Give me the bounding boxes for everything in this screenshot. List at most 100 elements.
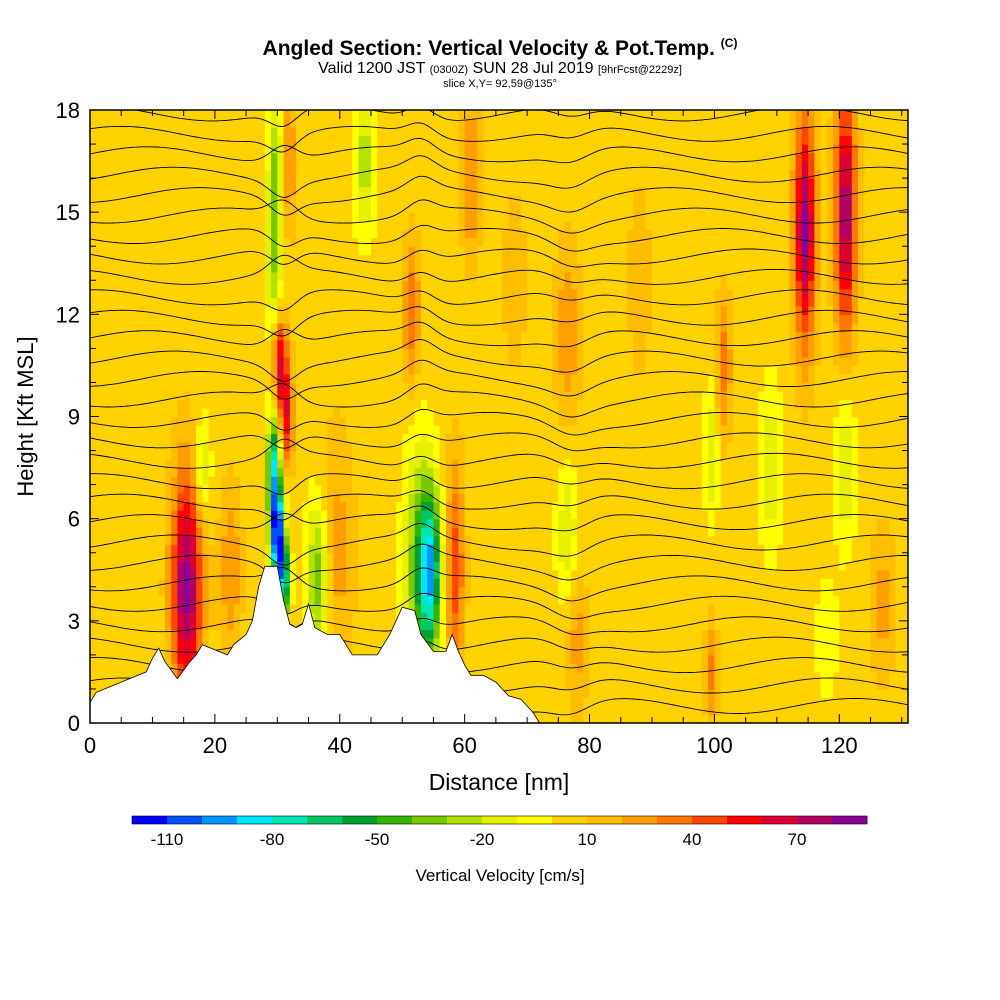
- velocity-cell: [158, 237, 166, 247]
- velocity-cell: [477, 280, 484, 290]
- velocity-cell: [395, 578, 403, 588]
- velocity-cell: [90, 297, 97, 307]
- velocity-cell: [477, 220, 484, 230]
- velocity-cell: [264, 348, 272, 358]
- velocity-cell: [464, 305, 472, 315]
- velocity-cell: [283, 407, 291, 418]
- velocity-cell: [227, 450, 235, 460]
- velocity-cell: [389, 416, 397, 426]
- velocity-cell: [152, 399, 160, 409]
- velocity-cell: [133, 603, 141, 613]
- velocity-cell: [427, 433, 435, 443]
- velocity-cell: [395, 331, 403, 341]
- velocity-cell: [302, 416, 310, 426]
- velocity-cell: [239, 365, 247, 375]
- velocity-cell: [477, 620, 484, 630]
- velocity-cell: [395, 322, 403, 332]
- velocity-cell: [495, 212, 503, 222]
- velocity-cell: [114, 620, 122, 630]
- velocity-cell: [164, 229, 172, 239]
- velocity-cell: [121, 510, 129, 520]
- velocity-cell: [445, 186, 453, 196]
- velocity-cell: [102, 237, 110, 247]
- velocity-cell: [277, 390, 285, 401]
- velocity-cell: [302, 407, 310, 418]
- velocity-cell: [90, 229, 97, 239]
- velocity-cell: [183, 339, 191, 349]
- velocity-cell: [108, 135, 116, 145]
- velocity-cell: [233, 161, 241, 171]
- velocity-cell: [133, 433, 141, 443]
- velocity-cell: [277, 518, 285, 528]
- velocity-cell: [146, 476, 154, 486]
- velocity-cell: [321, 603, 328, 613]
- velocity-cell: [502, 552, 509, 562]
- velocity-cell: [495, 288, 503, 298]
- velocity-cell: [452, 144, 460, 154]
- velocity-cell: [408, 110, 416, 120]
- velocity-cell: [433, 144, 441, 154]
- velocity-cell: [383, 271, 391, 281]
- velocity-cell: [164, 169, 172, 179]
- velocity-cell: [277, 510, 285, 520]
- velocity-cell: [321, 620, 328, 630]
- velocity-cell: [208, 510, 216, 520]
- velocity-cell: [264, 195, 272, 205]
- velocity-cell: [408, 229, 416, 239]
- velocity-cell: [377, 178, 385, 188]
- velocity-cell: [470, 646, 478, 656]
- velocity-cell: [90, 254, 97, 264]
- velocity-cell: [252, 348, 260, 358]
- velocity-cell: [114, 552, 122, 562]
- velocity-cell: [296, 314, 303, 324]
- velocity-cell: [433, 186, 441, 196]
- velocity-cell: [246, 254, 253, 264]
- velocity-cell: [146, 629, 154, 639]
- velocity-cell: [470, 612, 478, 622]
- velocity-cell: [283, 135, 291, 145]
- velocity-cell: [196, 161, 203, 171]
- velocity-cell: [227, 229, 235, 239]
- velocity-cell: [302, 118, 310, 128]
- velocity-cell: [208, 246, 216, 256]
- velocity-cell: [133, 110, 141, 120]
- velocity-cell: [96, 552, 104, 562]
- velocity-cell: [346, 620, 353, 630]
- velocity-cell: [127, 246, 135, 256]
- velocity-cell: [252, 186, 260, 196]
- velocity-cell: [333, 178, 341, 188]
- velocity-cell: [389, 501, 397, 511]
- velocity-cell: [414, 535, 422, 545]
- velocity-cell: [333, 339, 341, 349]
- velocity-cell: [214, 586, 222, 596]
- velocity-cell: [352, 535, 360, 545]
- velocity-cell: [321, 552, 328, 562]
- velocity-cell: [427, 561, 435, 571]
- velocity-cell: [402, 595, 410, 605]
- velocity-cell: [146, 493, 154, 503]
- velocity-cell: [458, 433, 466, 443]
- velocity-cell: [146, 195, 154, 205]
- velocity-cell: [358, 527, 366, 537]
- velocity-cell: [246, 552, 253, 562]
- velocity-cell: [114, 586, 122, 596]
- velocity-cell: [477, 518, 484, 528]
- velocity-cell: [121, 339, 129, 349]
- velocity-cell: [352, 476, 360, 486]
- velocity-cell: [264, 280, 272, 290]
- velocity-cell: [477, 263, 484, 273]
- velocity-cell: [196, 612, 203, 622]
- velocity-cell: [258, 322, 266, 332]
- velocity-cell: [289, 544, 297, 554]
- velocity-cell: [333, 442, 341, 452]
- velocity-cell: [233, 331, 241, 341]
- velocity-cell: [271, 322, 278, 332]
- velocity-cell: [296, 569, 303, 579]
- velocity-cell: [127, 586, 135, 596]
- velocity-cell: [445, 561, 453, 571]
- velocity-cell: [395, 203, 403, 213]
- velocity-cell: [321, 373, 328, 384]
- velocity-cell: [239, 135, 247, 145]
- velocity-cell: [520, 671, 528, 682]
- velocity-cell: [452, 331, 460, 341]
